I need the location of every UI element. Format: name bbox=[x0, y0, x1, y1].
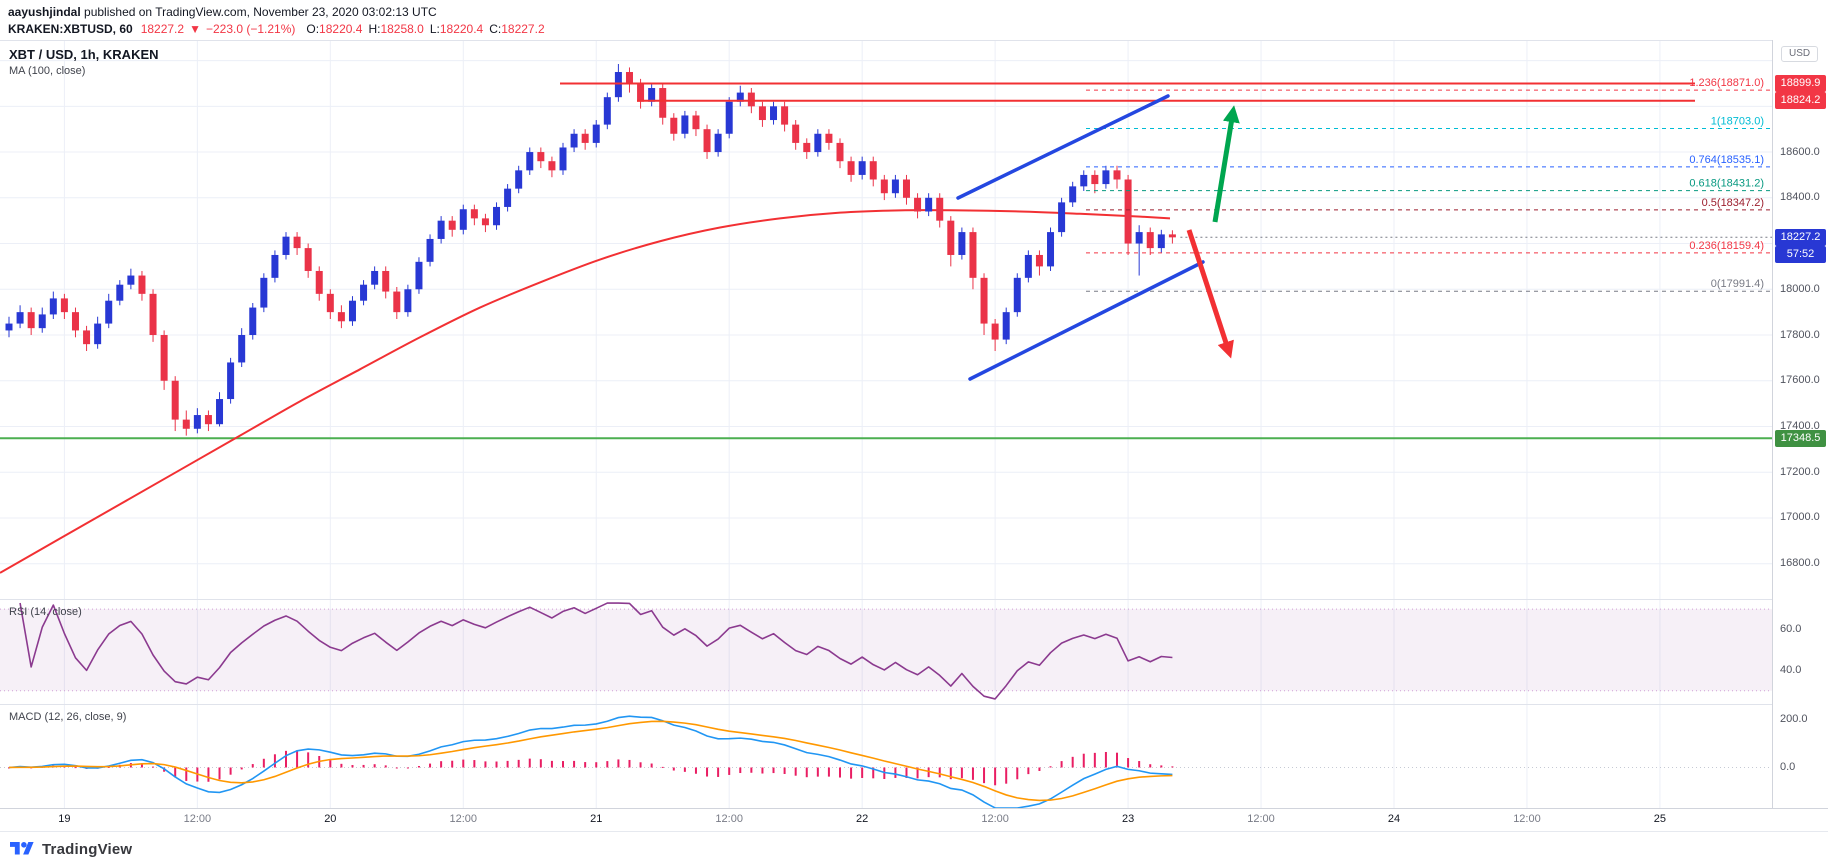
macd-line bbox=[8, 715, 1173, 809]
time-axis-label: 12:00 bbox=[1247, 813, 1275, 825]
fib-level-label: 0.618(18431.2) bbox=[1689, 178, 1764, 190]
tradingview-logo-text: TradingView bbox=[42, 840, 133, 858]
time-axis-label: 23 bbox=[1121, 813, 1135, 825]
countdown-badge: 57:52 bbox=[1775, 246, 1826, 264]
tradingview-logo[interactable]: TradingView bbox=[10, 839, 132, 859]
footer: TradingView bbox=[0, 834, 1828, 868]
rsi-axis-label: 60.0 bbox=[1780, 623, 1802, 636]
fib-retracement[interactable]: 1.236(18871.0) 1(18703.0) 0.764(18535.1) 0.… bbox=[1086, 77, 1772, 292]
price-badge: 17348.5 bbox=[1775, 429, 1826, 447]
price-axis-label: 17000.0 bbox=[1780, 511, 1820, 524]
macd-indicator-label[interactable]: MACD (12, 26, close, 9) bbox=[9, 711, 127, 723]
time-axis[interactable]: 19 12:00 20 12:00 21 12:00 22 12:00 23 12:00 24 12:… bbox=[0, 808, 1828, 832]
macd-signal-line bbox=[8, 720, 1173, 802]
macd-axis-label: 0.0 bbox=[1780, 760, 1796, 773]
close-label: C: bbox=[489, 22, 502, 36]
rsi-band bbox=[0, 609, 1772, 691]
time-axis-label: 21 bbox=[590, 813, 603, 825]
symbol-info-bar: KRAKEN:XBTUSD, 60 18227.2 ▼ −223.0 (−1.21%)… bbox=[8, 20, 1828, 38]
author-name[interactable]: aayushjindal bbox=[8, 5, 81, 19]
macd-axis-label: 200.0 bbox=[1780, 713, 1808, 726]
published-text: published on TradingView.com, November 2… bbox=[80, 5, 437, 19]
down-arrow-icon: ▼ bbox=[189, 22, 201, 36]
time-axis-label: 24 bbox=[1387, 813, 1401, 825]
gridlines bbox=[0, 40, 1772, 808]
time-axis-label: 12:00 bbox=[449, 813, 478, 825]
ma-indicator-label[interactable]: MA (100, close) bbox=[9, 65, 86, 77]
tradingview-logo-icon bbox=[10, 842, 34, 855]
fib-level-label: 1(18703.0) bbox=[1711, 116, 1764, 128]
price-axis-label: 18000.0 bbox=[1780, 282, 1820, 295]
time-axis-label: 12:00 bbox=[715, 813, 743, 825]
candlestick-series bbox=[5, 64, 1176, 436]
main-pane-title[interactable]: XBT / USD, 1h, KRAKEN bbox=[9, 47, 159, 62]
rsi-line bbox=[19, 602, 1173, 700]
symbol-name[interactable]: KRAKEN:XBTUSD, 60 bbox=[8, 22, 133, 36]
fib-level-label: 1.236(18871.0) bbox=[1689, 77, 1764, 89]
trend-channel-line[interactable] bbox=[956, 94, 1170, 200]
high-label: H: bbox=[368, 22, 381, 36]
time-axis-label: 12:00 bbox=[1513, 813, 1541, 825]
fib-level-label: 0.5(18347.2) bbox=[1702, 197, 1764, 209]
time-axis-label: 12:00 bbox=[183, 813, 212, 825]
ma-100-line[interactable] bbox=[0, 209, 1171, 574]
time-axis-label: 25 bbox=[1653, 813, 1667, 825]
price-axis-label: 18400.0 bbox=[1780, 191, 1820, 204]
time-axis-label: 12:00 bbox=[981, 813, 1009, 825]
price-axis-label: 18600.0 bbox=[1780, 145, 1820, 158]
close-value: 18227.2 bbox=[501, 22, 545, 36]
drawn-arrow-up[interactable] bbox=[1212, 105, 1240, 223]
rsi-indicator-label[interactable]: RSI (14, close) bbox=[9, 606, 82, 618]
published-info: aayushjindal published on TradingView.co… bbox=[8, 4, 1828, 20]
macd-histogram bbox=[8, 750, 1174, 786]
price-axis-label: 17400.0 bbox=[1780, 419, 1820, 432]
price-axis-label: 17800.0 bbox=[1780, 328, 1820, 341]
last-price: 18227.2 bbox=[140, 22, 185, 36]
high-value: 18258.0 bbox=[380, 22, 424, 36]
time-axis-label: 20 bbox=[324, 813, 337, 825]
drawn-arrow-down[interactable] bbox=[1186, 229, 1234, 359]
open-label: O: bbox=[306, 22, 320, 36]
price-axis[interactable]: USD 18600.0 18400.0 18000.0 17800.0 17600.0 1… bbox=[1772, 40, 1828, 808]
currency-label: USD bbox=[1781, 46, 1819, 62]
open-value: 18220.4 bbox=[319, 22, 363, 36]
fib-level-label: 0.764(18535.1) bbox=[1689, 154, 1764, 166]
trend-channel-line[interactable] bbox=[968, 260, 1205, 381]
low-label: L: bbox=[429, 22, 440, 36]
chart-header: aayushjindal published on TradingView.co… bbox=[0, 0, 1828, 40]
rsi-axis-label: 40.0 bbox=[1780, 663, 1802, 676]
price-axis-label: 17200.0 bbox=[1780, 465, 1820, 478]
fib-level-label: 0.236(18159.4) bbox=[1689, 240, 1764, 252]
price-badge: 18899.9 bbox=[1775, 74, 1826, 92]
price-axis-label: 16800.0 bbox=[1780, 557, 1820, 570]
time-axis-label: 22 bbox=[856, 813, 869, 825]
low-value: 18220.4 bbox=[439, 22, 484, 36]
time-axis-label: 19 bbox=[58, 813, 71, 825]
price-badge: 18824.2 bbox=[1775, 92, 1826, 110]
price-change: −223.0 (−1.21%) bbox=[205, 22, 296, 36]
price-badge: 18227.2 bbox=[1775, 228, 1826, 246]
price-axis-label: 17600.0 bbox=[1780, 374, 1820, 387]
fib-level-label: 0(17991.4) bbox=[1711, 278, 1764, 290]
